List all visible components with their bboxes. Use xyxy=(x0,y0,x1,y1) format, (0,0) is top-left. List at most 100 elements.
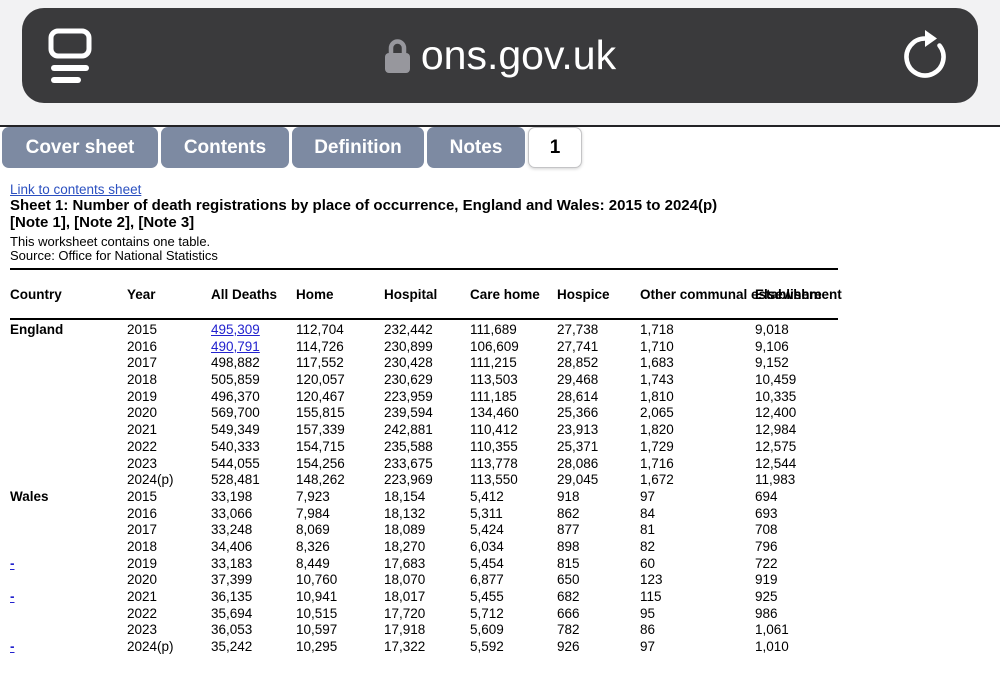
table-row: 2018 505,859 120,057 230,629 113,503 29,468 1,… xyxy=(10,372,838,389)
cell-all-deaths: 495,309 xyxy=(211,322,296,339)
cell-country: - xyxy=(10,589,127,606)
cell-country xyxy=(10,606,127,623)
all-deaths-link[interactable]: 495,309 xyxy=(211,322,260,337)
cell-all-deaths: 549,349 xyxy=(211,422,260,438)
cell-hospital: 18,154 xyxy=(384,488,426,504)
table-row: 2023 544,055 154,256 233,675 113,778 28,086 1,… xyxy=(10,456,838,473)
url-display[interactable]: ons.gov.uk xyxy=(384,32,616,79)
tab-contents[interactable]: Contents xyxy=(161,127,289,168)
cell-country xyxy=(10,522,127,539)
cell-hospital: 223,969 xyxy=(384,472,433,488)
refresh-icon[interactable] xyxy=(898,27,952,85)
cell-country: - xyxy=(10,639,127,656)
cell-all-deaths: 544,055 xyxy=(211,455,260,471)
cell-hospice: 25,371 xyxy=(557,438,599,454)
table-row: 2016 33,066 7,984 18,132 5,311 862 84 693 xyxy=(10,506,838,523)
cell-all-deaths: 33,066 xyxy=(211,505,253,521)
cell-care-home: 5,311 xyxy=(470,505,503,521)
cell-country: Wales xyxy=(10,488,49,504)
cell-other-communal-establishment: 95 xyxy=(640,605,656,621)
cell-hospice: 29,045 xyxy=(557,472,599,488)
table-row: 2022 540,333 154,715 235,588 110,355 25,371 1,… xyxy=(10,439,838,456)
col-header-hospice: Hospice xyxy=(557,286,610,302)
cell-year: 2016 xyxy=(127,338,158,354)
cell-care-home: 113,778 xyxy=(470,455,518,471)
cell-other-communal-establishment: 1,672 xyxy=(640,472,674,488)
browser-chrome: ons.gov.uk xyxy=(0,0,1000,125)
cell-care-home: 5,455 xyxy=(470,589,504,604)
cell-year: 2023 xyxy=(127,455,158,471)
cell-other-communal-establishment: 97 xyxy=(640,488,656,504)
country-dash-link[interactable]: - xyxy=(10,555,15,571)
cell-home: 10,760 xyxy=(296,572,338,588)
cell-hospice: 682 xyxy=(557,589,580,604)
cell-year: 2019 xyxy=(127,555,158,571)
cell-elsewhere: 11,983 xyxy=(755,472,796,488)
cell-all-deaths: 33,198 xyxy=(211,488,253,504)
cell-care-home: 6,034 xyxy=(470,538,504,554)
table-row: 2022 35,694 10,515 17,720 5,712 666 95 986 xyxy=(10,606,838,623)
table-row: 2023 36,053 10,597 17,918 5,609 782 86 1,061 xyxy=(10,622,838,639)
cell-other-communal-establishment: 1,743 xyxy=(640,372,674,388)
cell-country xyxy=(10,572,127,589)
cell-year: 2024(p) xyxy=(127,472,174,488)
cell-home: 8,069 xyxy=(296,522,330,538)
cell-hospice: 27,738 xyxy=(557,322,599,337)
cell-elsewhere: 9,152 xyxy=(755,355,789,371)
table-row: 2019 496,370 120,467 223,959 111,185 28,614 1,… xyxy=(10,389,838,406)
cell-elsewhere: 10,335 xyxy=(755,388,797,404)
cell-elsewhere: 693 xyxy=(755,505,778,521)
cell-year: 2022 xyxy=(127,438,158,454)
cell-elsewhere: 925 xyxy=(755,589,778,604)
sheet-tab-strip: Cover sheet Contents Definition Notes 1 xyxy=(2,127,582,168)
cell-other-communal-establishment: 1,820 xyxy=(640,422,674,438)
cell-hospital: 17,683 xyxy=(384,555,426,571)
cell-care-home: 6,877 xyxy=(470,572,504,588)
cell-all-deaths: 498,882 xyxy=(211,355,260,371)
cell-other-communal-establishment: 86 xyxy=(640,622,656,638)
cell-elsewhere: 12,400 xyxy=(755,405,797,421)
cell-other-communal-establishment: 2,065 xyxy=(640,405,674,421)
cell-care-home: 111,215 xyxy=(470,355,517,371)
country-dash-link[interactable]: - xyxy=(10,639,15,655)
tab-definition[interactable]: Definition xyxy=(292,127,424,168)
address-bar[interactable]: ons.gov.uk xyxy=(22,8,978,103)
url-text: ons.gov.uk xyxy=(420,32,617,78)
cell-elsewhere: 12,984 xyxy=(755,422,797,438)
cell-hospital: 239,594 xyxy=(384,405,433,421)
cell-hospice: 782 xyxy=(557,622,580,638)
link-to-contents-sheet[interactable]: Link to contents sheet xyxy=(10,182,142,197)
cell-care-home: 110,355 xyxy=(470,438,518,454)
cell-elsewhere: 708 xyxy=(755,522,778,538)
cell-hospice: 23,913 xyxy=(557,422,599,438)
table-row: - 2024(p) 35,242 10,295 17,322 5,592 926 97 1,01… xyxy=(10,639,838,656)
cell-all-deaths: 528,481 xyxy=(211,472,260,488)
cell-all-deaths: 540,333 xyxy=(211,438,260,454)
tab-sheet-1[interactable]: 1 xyxy=(528,127,582,168)
cell-other-communal-establishment: 97 xyxy=(640,639,656,655)
cell-other-communal-establishment: 123 xyxy=(640,572,663,588)
cell-other-communal-establishment: 1,716 xyxy=(640,455,674,471)
cell-hospital: 18,270 xyxy=(384,538,426,554)
cell-year: 2018 xyxy=(127,538,158,554)
all-deaths-link[interactable]: 490,791 xyxy=(211,338,260,354)
tab-cover-sheet[interactable]: Cover sheet xyxy=(2,127,158,168)
cell-care-home: 5,424 xyxy=(470,522,504,538)
country-dash-link[interactable]: - xyxy=(10,589,15,604)
table-row: 2020 37,399 10,760 18,070 6,877 650 123 919 xyxy=(10,572,838,589)
cell-year: 2020 xyxy=(127,572,158,588)
cell-country xyxy=(10,355,127,372)
cell-all-deaths: 34,406 xyxy=(211,538,253,554)
cell-care-home: 5,454 xyxy=(470,555,504,571)
reader-icon[interactable] xyxy=(48,27,92,85)
cell-hospice: 28,614 xyxy=(557,388,599,404)
tab-notes[interactable]: Notes xyxy=(427,127,525,168)
cell-care-home: 5,592 xyxy=(470,639,504,655)
cell-year: 2021 xyxy=(127,422,158,438)
table-row: 2017 33,248 8,069 18,089 5,424 877 81 708 xyxy=(10,522,838,539)
sheet-source: Source: Office for National Statistics xyxy=(10,248,218,263)
cell-other-communal-establishment: 1,718 xyxy=(640,322,674,337)
lock-icon xyxy=(384,37,411,74)
cell-country xyxy=(10,389,127,406)
cell-home: 120,467 xyxy=(296,388,345,404)
